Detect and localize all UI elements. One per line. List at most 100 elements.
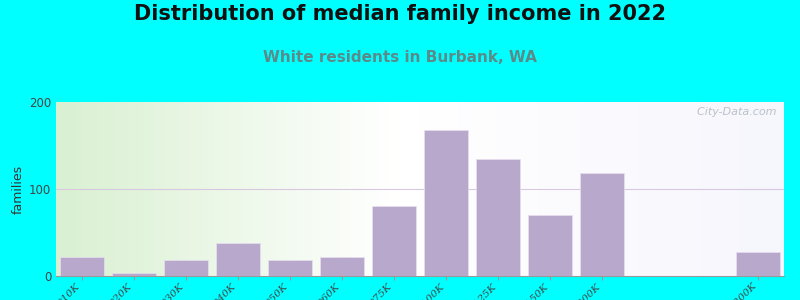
Bar	[377, 102, 380, 276]
Bar	[162, 102, 166, 276]
Bar	[576, 102, 580, 276]
Bar	[769, 102, 772, 276]
Bar	[610, 102, 614, 276]
Bar	[362, 102, 365, 276]
Bar	[169, 102, 173, 276]
Bar	[595, 102, 599, 276]
Bar	[697, 102, 701, 276]
Bar	[569, 102, 573, 276]
Bar	[674, 102, 678, 276]
Bar	[166, 102, 169, 276]
Bar	[188, 102, 192, 276]
Bar	[490, 102, 494, 276]
Bar	[750, 102, 754, 276]
Bar	[324, 102, 327, 276]
Bar	[286, 102, 290, 276]
Bar	[305, 102, 309, 276]
Bar	[659, 102, 663, 276]
Bar	[199, 102, 203, 276]
Bar	[456, 102, 459, 276]
Bar	[712, 102, 716, 276]
Bar	[282, 102, 286, 276]
Bar	[146, 102, 150, 276]
Bar	[327, 102, 331, 276]
Bar	[776, 102, 780, 276]
Bar	[422, 102, 426, 276]
Bar	[206, 102, 210, 276]
Bar	[648, 102, 652, 276]
Bar	[241, 102, 245, 276]
Bar	[128, 102, 131, 276]
Bar	[346, 102, 350, 276]
Bar	[60, 102, 63, 276]
Bar	[772, 102, 776, 276]
Bar	[452, 102, 456, 276]
Bar	[67, 102, 71, 276]
Bar	[131, 102, 135, 276]
Bar	[230, 102, 233, 276]
Bar	[666, 102, 670, 276]
Bar	[192, 102, 195, 276]
Bar	[173, 102, 177, 276]
Bar	[120, 102, 124, 276]
Bar	[82, 102, 86, 276]
Bar	[467, 102, 470, 276]
Bar	[542, 102, 546, 276]
Bar	[248, 102, 252, 276]
Bar	[335, 102, 338, 276]
Bar	[531, 102, 534, 276]
Bar	[278, 102, 282, 276]
Bar	[573, 102, 576, 276]
Bar	[482, 102, 486, 276]
Bar	[534, 102, 538, 276]
Bar	[670, 102, 674, 276]
Y-axis label: families: families	[12, 164, 25, 214]
Bar	[274, 102, 278, 276]
Text: White residents in Burbank, WA: White residents in Burbank, WA	[263, 50, 537, 64]
Bar	[470, 102, 474, 276]
Bar	[309, 102, 312, 276]
Bar	[505, 102, 509, 276]
Bar	[102, 102, 105, 276]
Bar	[135, 102, 139, 276]
Bar	[682, 102, 686, 276]
Bar	[527, 102, 531, 276]
Bar	[701, 102, 705, 276]
Bar	[298, 102, 301, 276]
Bar	[222, 102, 226, 276]
Bar	[388, 102, 391, 276]
Bar	[727, 102, 731, 276]
Bar	[78, 102, 82, 276]
Bar	[60, 257, 104, 276]
Bar	[424, 130, 468, 276]
Bar	[644, 102, 648, 276]
Bar	[523, 102, 527, 276]
Bar	[410, 102, 414, 276]
Bar	[267, 102, 271, 276]
Bar	[301, 102, 305, 276]
Bar	[214, 102, 218, 276]
Bar	[354, 102, 358, 276]
Bar	[633, 102, 637, 276]
Bar	[746, 102, 750, 276]
Bar	[528, 215, 572, 276]
Bar	[86, 102, 90, 276]
Bar	[486, 102, 490, 276]
Bar	[218, 102, 222, 276]
Bar	[406, 102, 410, 276]
Bar	[320, 257, 364, 276]
Bar	[71, 102, 75, 276]
Bar	[738, 102, 742, 276]
Bar	[426, 102, 430, 276]
Bar	[177, 102, 181, 276]
Bar	[418, 102, 422, 276]
Bar	[780, 102, 784, 276]
Bar	[112, 273, 156, 276]
Bar	[474, 102, 478, 276]
Bar	[516, 102, 520, 276]
Bar	[294, 102, 298, 276]
Bar	[63, 102, 67, 276]
Bar	[512, 102, 516, 276]
Bar	[373, 102, 377, 276]
Bar	[252, 102, 256, 276]
